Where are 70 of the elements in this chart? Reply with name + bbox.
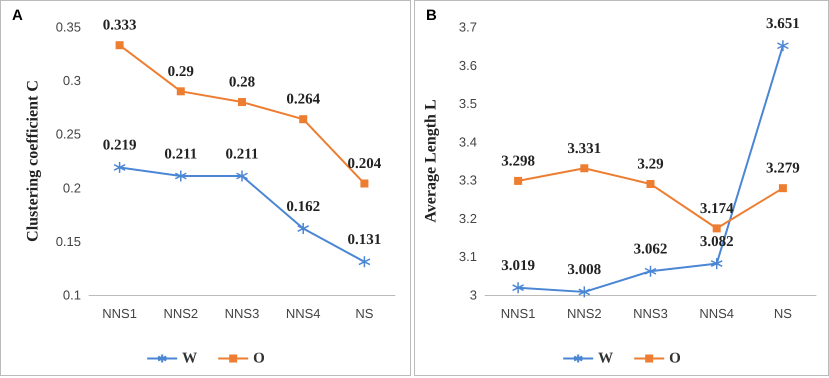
point — [578, 286, 591, 298]
y-tick-label: 3.3 — [458, 172, 477, 188]
legend-label: O — [253, 350, 265, 366]
data-label: 3.331 — [567, 140, 602, 157]
point — [512, 281, 524, 294]
point — [238, 98, 246, 106]
y-tick-label: 0.2 — [62, 180, 81, 196]
point — [358, 256, 371, 268]
y-tick-label: 3 — [470, 288, 477, 302]
y-tick-label: 0.3 — [62, 73, 81, 88]
point — [712, 224, 721, 232]
data-label: 3.298 — [501, 153, 535, 170]
data-label: 0.211 — [226, 146, 258, 162]
point — [710, 257, 723, 270]
y-tick-label: 0.25 — [56, 126, 81, 142]
data-label: 3.062 — [634, 242, 668, 258]
y-tick-label: 0.35 — [56, 20, 81, 34]
x-tick-label: NS — [355, 306, 374, 321]
y-tick-label: 0.15 — [56, 234, 81, 249]
point — [174, 170, 188, 182]
chart-title: B — [426, 7, 437, 24]
point — [580, 164, 588, 172]
data-label: 3.279 — [766, 160, 800, 177]
data-label: 3.651 — [766, 16, 800, 32]
point — [644, 265, 657, 278]
y-tick-label: 3.1 — [458, 249, 477, 264]
y-tick-label: 3.4 — [458, 134, 477, 150]
point — [299, 115, 308, 124]
data-label: 3.019 — [501, 258, 535, 274]
y-tick-label: 3.5 — [458, 96, 477, 112]
data-label: 3.29 — [637, 156, 664, 172]
x-tick-label: NNS4 — [699, 306, 734, 321]
point — [778, 184, 787, 192]
x-tick-label: NNS2 — [566, 306, 602, 321]
point — [776, 40, 790, 52]
y-tick-label: 3.2 — [458, 210, 477, 226]
x-tick-label: NNS3 — [633, 306, 668, 321]
data-label: 0.333 — [102, 18, 136, 34]
data-label: 0.204 — [348, 156, 382, 172]
x-tick-label: NNS2 — [163, 306, 198, 321]
data-label: 0.29 — [168, 64, 194, 80]
data-label: 3.008 — [567, 262, 602, 278]
x-tick-label: NNS1 — [102, 306, 137, 321]
y-axis-title: Average Length L — [422, 99, 440, 223]
data-label: 0.219 — [102, 138, 136, 154]
chart-title: A — [12, 7, 23, 24]
x-tick-label: NNS1 — [500, 306, 536, 321]
point — [116, 41, 124, 50]
data-label: 0.264 — [286, 92, 321, 108]
y-tick-label: 3.6 — [458, 58, 477, 73]
data-label: 0.131 — [348, 232, 382, 248]
point — [514, 176, 522, 185]
y-axis-title: Clustering coefficient C — [24, 80, 42, 242]
x-tick-label: NNS3 — [224, 306, 260, 321]
legend-label: W — [598, 350, 614, 366]
data-label: 0.211 — [164, 146, 198, 162]
y-tick-label: 3.7 — [458, 20, 477, 34]
point — [113, 161, 126, 174]
point — [176, 87, 185, 96]
x-tick-label: NS — [774, 306, 792, 321]
point — [236, 170, 248, 182]
data-label: 0.28 — [228, 74, 256, 91]
legend-label: W — [182, 350, 198, 366]
point — [646, 180, 654, 188]
data-label: 0.162 — [286, 198, 320, 215]
point — [360, 180, 368, 188]
legend-label: O — [669, 350, 681, 366]
point — [296, 222, 310, 235]
y-tick-label: 0.1 — [62, 288, 81, 302]
x-tick-label: NNS4 — [286, 306, 321, 321]
